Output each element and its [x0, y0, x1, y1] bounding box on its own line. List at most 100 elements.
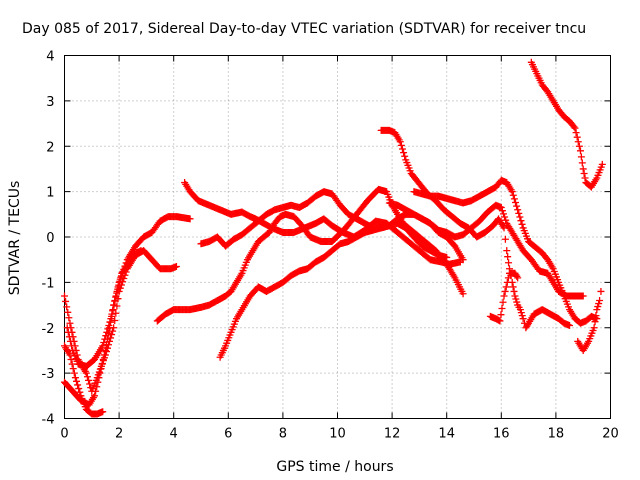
- data-point: [66, 351, 74, 359]
- data-point: [65, 333, 73, 341]
- data-point: [186, 215, 194, 223]
- x-tick-label: 6: [224, 427, 232, 442]
- data-point: [91, 392, 99, 400]
- y-tick-label: 4: [46, 50, 54, 65]
- data-point: [99, 342, 107, 350]
- data-point: [66, 319, 74, 327]
- data-point: [109, 307, 117, 315]
- data-point: [502, 283, 510, 291]
- data-point: [112, 293, 120, 301]
- data-point: [516, 213, 524, 221]
- data-point: [100, 351, 108, 359]
- data-point: [576, 147, 584, 155]
- data-point: [593, 306, 601, 314]
- data-point: [113, 289, 121, 297]
- data-point: [75, 385, 83, 393]
- series-arc-11: [410, 176, 601, 327]
- y-tick-label: -2: [42, 322, 55, 337]
- data-point: [102, 341, 110, 349]
- data-point: [515, 209, 523, 217]
- data-point: [96, 369, 104, 377]
- data-point: [62, 297, 70, 305]
- grid-lines: [64, 55, 611, 419]
- data-point: [511, 292, 519, 300]
- data-point: [517, 309, 525, 317]
- x-tick-label: 0: [60, 427, 68, 442]
- data-point: [504, 253, 512, 261]
- series-arc-9: [377, 126, 574, 332]
- data-point: [97, 365, 105, 373]
- data-point: [501, 287, 509, 295]
- data-point: [111, 316, 119, 324]
- data-point: [95, 374, 103, 382]
- data-point: [67, 356, 75, 364]
- data-point: [109, 327, 117, 335]
- data-point: [572, 129, 580, 137]
- data-point: [509, 283, 517, 291]
- data-point: [71, 374, 79, 382]
- data-point: [459, 256, 467, 264]
- data-point: [513, 298, 521, 306]
- data-point: [68, 360, 76, 368]
- data-point: [400, 149, 408, 157]
- data-point: [595, 300, 603, 308]
- data-point: [65, 314, 73, 322]
- data-point: [85, 376, 93, 384]
- y-tick-label: -3: [42, 367, 55, 382]
- data-point: [110, 301, 118, 309]
- data-point: [93, 383, 101, 391]
- data-point: [598, 160, 606, 168]
- data-point: [63, 324, 71, 332]
- data-point: [99, 356, 107, 364]
- data-point: [101, 346, 109, 354]
- data-point: [396, 138, 404, 146]
- data-point: [137, 247, 145, 255]
- x-axis-label: GPS time / hours: [276, 459, 393, 475]
- data-point: [86, 380, 94, 388]
- y-tick-label: 0: [46, 231, 54, 246]
- data-point: [115, 281, 123, 289]
- data-point: [501, 235, 509, 243]
- x-tick-label: 20: [602, 427, 619, 442]
- data-point: [502, 216, 510, 224]
- data-point: [497, 311, 505, 319]
- data-point: [579, 292, 587, 300]
- data-point: [397, 141, 405, 149]
- x-tick-label: 16: [493, 427, 510, 442]
- data-point: [499, 298, 507, 306]
- data-point: [513, 272, 521, 280]
- data-point: [590, 324, 598, 332]
- data-point: [509, 191, 517, 199]
- data-point: [105, 329, 113, 337]
- data-point: [510, 195, 518, 203]
- data-point: [108, 312, 116, 320]
- data-point: [498, 304, 506, 312]
- data-point: [519, 315, 527, 323]
- data-point: [511, 199, 519, 207]
- y-axis-label: SDTVAR / TECUs: [7, 181, 23, 296]
- data-point: [574, 138, 582, 146]
- data-point: [114, 285, 122, 293]
- data-point: [518, 312, 526, 320]
- data-point: [401, 152, 409, 160]
- data-point: [596, 297, 604, 305]
- y-tick-label: 3: [46, 95, 54, 110]
- data-point: [73, 377, 81, 385]
- data-point: [108, 331, 116, 339]
- series-arc-14: [574, 287, 605, 354]
- data-point: [592, 312, 600, 320]
- chart-title: Day 085 of 2017, Sidereal Day-to-day VTE…: [22, 21, 586, 37]
- data-point: [579, 165, 587, 173]
- data-point: [566, 321, 574, 329]
- data-point: [64, 308, 72, 316]
- data-point: [82, 369, 90, 377]
- data-point: [580, 169, 588, 177]
- data-point: [498, 207, 506, 215]
- y-tick-label: 1: [46, 186, 54, 201]
- data-point: [63, 303, 71, 311]
- data-point: [570, 123, 578, 131]
- data-point: [571, 124, 579, 132]
- data-point: [68, 342, 76, 350]
